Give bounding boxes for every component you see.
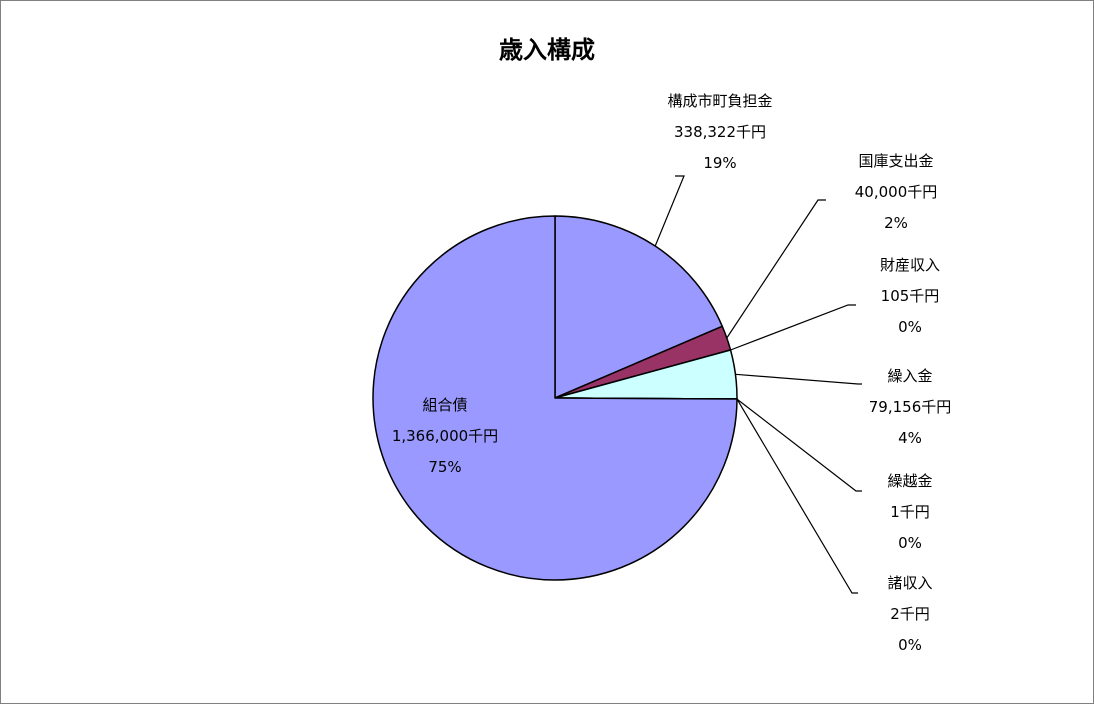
leader-line-0 (654, 175, 685, 247)
leader-line-2 (730, 304, 856, 351)
slice-value-1: 40,000千円 (854, 183, 938, 201)
slice-value-2: 105千円 (880, 287, 940, 305)
slice-name-0: 構成市町負担金 (667, 92, 773, 110)
pie-slices (372, 215, 738, 581)
slice-label-4: 繰越金 1千円 0% (850, 466, 970, 559)
pie-slice-6 (372, 215, 738, 581)
leader-line-5 (736, 398, 858, 594)
chart-title: 歳入構成 (499, 36, 595, 64)
slice-label-3: 繰入金 79,156千円 4% (850, 361, 970, 454)
slice-percent-5: 0% (898, 636, 922, 654)
slice-value-6: 1,366,000千円 (391, 427, 499, 445)
slice-name-1: 国庫支出金 (858, 152, 934, 170)
slice-percent-1: 2% (884, 214, 908, 232)
slice-label-0: 構成市町負担金 338,322千円 19% (620, 86, 820, 179)
leader-line-4 (736, 398, 862, 492)
leader-lines (654, 175, 862, 594)
slice-value-5: 2千円 (890, 605, 930, 623)
slice-label-6: 組合債 1,366,000千円 75% (360, 390, 530, 483)
slice-percent-6: 75% (428, 458, 462, 476)
leader-line-3 (735, 373, 862, 385)
slice-value-3: 79,156千円 (868, 398, 952, 416)
slice-value-0: 338,322千円 (673, 123, 767, 141)
slice-name-3: 繰入金 (887, 367, 933, 385)
slice-label-5: 諸収入 2千円 0% (850, 568, 970, 661)
slice-percent-2: 0% (898, 318, 922, 336)
slice-label-2: 財産収入 105千円 0% (850, 250, 970, 343)
pie-slice-0 (554, 215, 724, 399)
leader-line-1 (726, 199, 826, 339)
slice-value-4: 1千円 (890, 503, 930, 521)
slice-label-1: 国庫支出金 40,000千円 2% (826, 146, 966, 239)
slice-name-4: 繰越金 (887, 472, 933, 490)
slice-name-5: 諸収入 (887, 574, 933, 592)
slice-percent-4: 0% (898, 534, 922, 552)
slice-percent-0: 19% (703, 154, 737, 172)
slice-name-6: 組合債 (422, 396, 468, 414)
slice-name-2: 財産収入 (879, 256, 940, 274)
slice-percent-3: 4% (898, 429, 922, 447)
